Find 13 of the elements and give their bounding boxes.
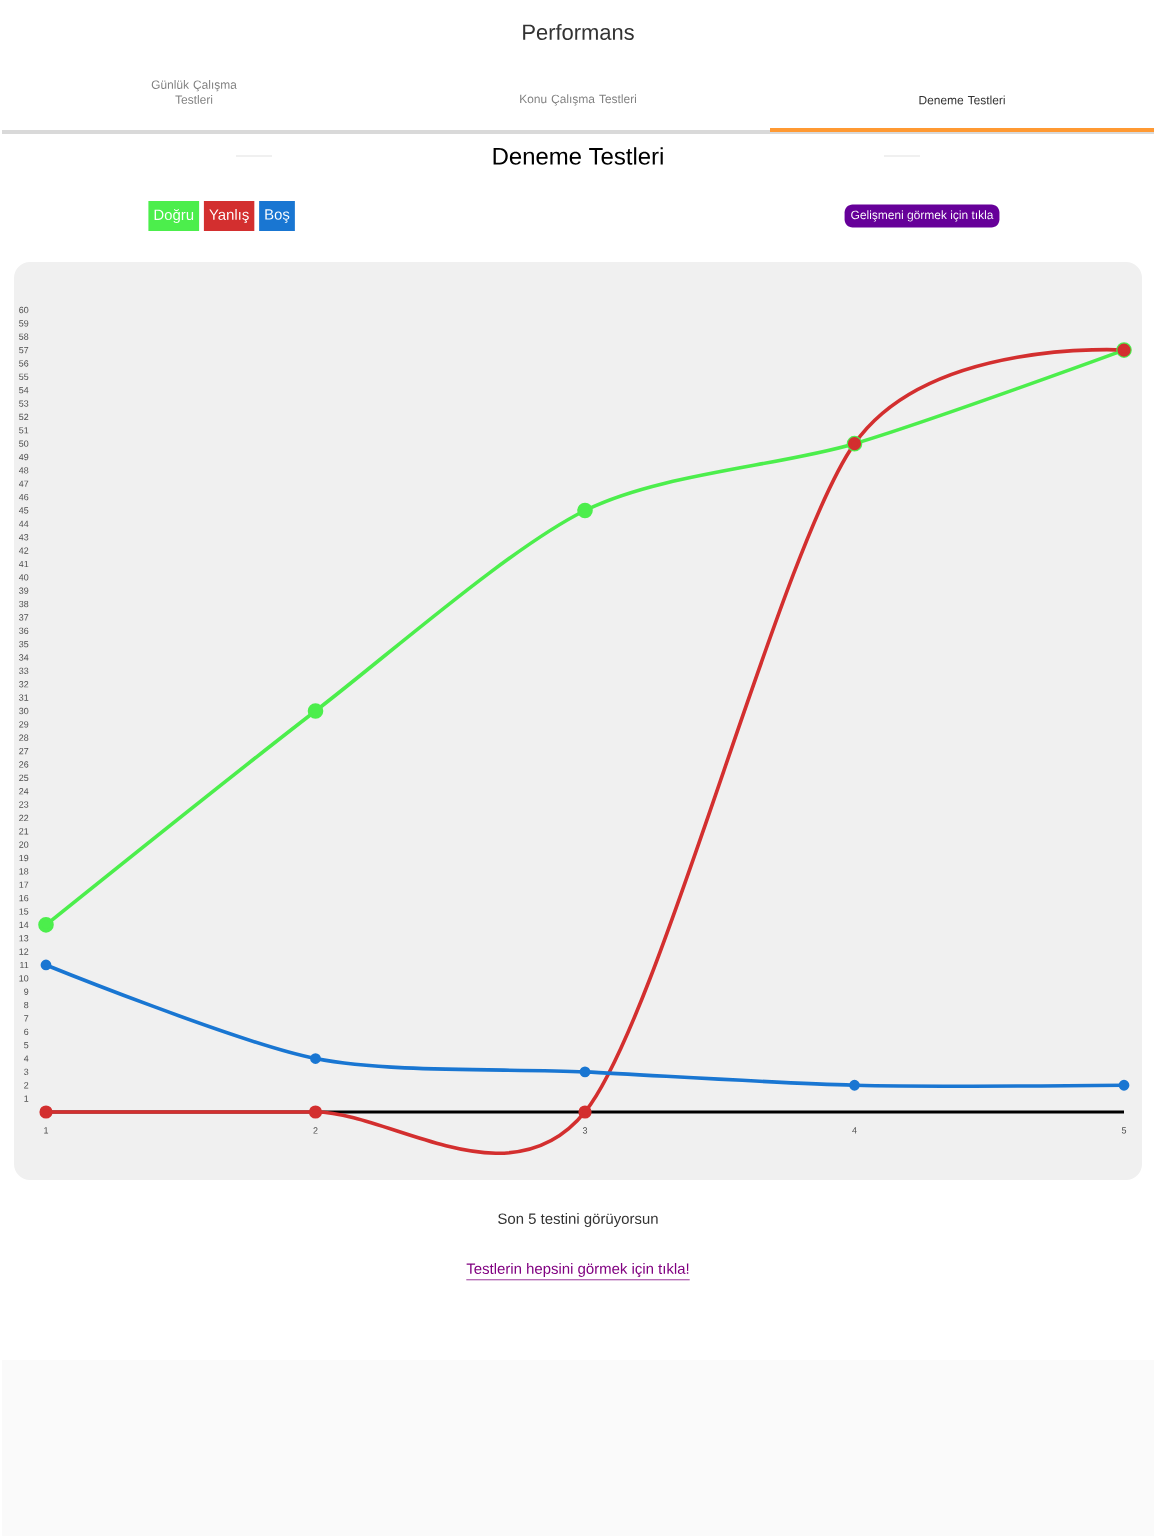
point [308, 1105, 323, 1119]
chart-title: Deneme Testleri [493, 147, 663, 165]
point [38, 917, 54, 933]
point [39, 1105, 53, 1119]
point [577, 502, 593, 519]
point [579, 1066, 591, 1078]
point [310, 1053, 321, 1064]
point [307, 703, 324, 719]
point [1118, 1079, 1130, 1091]
point [40, 959, 52, 971]
text: Performans [523, 23, 634, 41]
point [849, 1079, 860, 1091]
point [578, 1105, 592, 1119]
